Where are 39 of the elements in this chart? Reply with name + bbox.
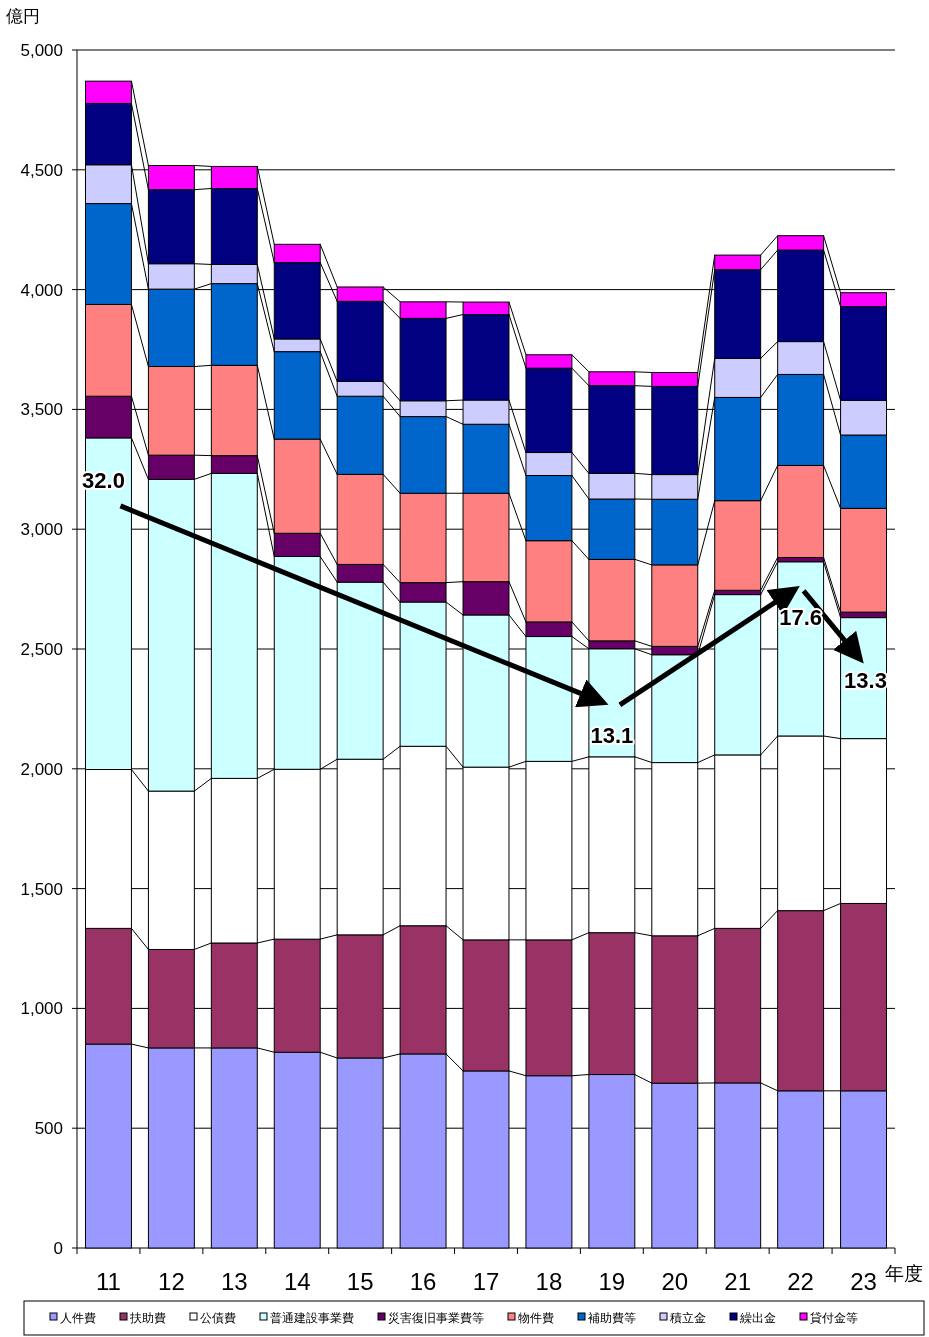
x-tick-label: 21 bbox=[724, 1268, 752, 1295]
x-tick-label: 22 bbox=[787, 1268, 814, 1295]
x-tick-label: 16 bbox=[409, 1268, 437, 1295]
legend-label: 積立金 bbox=[670, 1311, 706, 1325]
x-tick-label: 20 bbox=[661, 1268, 689, 1295]
y-tick-label: 2,500 bbox=[20, 640, 63, 659]
y-tick-label: 3,500 bbox=[20, 400, 63, 420]
legend-label: 補助費等 bbox=[588, 1311, 636, 1325]
y-tick-label: 1,000 bbox=[20, 999, 63, 1019]
annotation: 13.3 bbox=[844, 667, 887, 693]
y-tick-label: 1,500 bbox=[20, 879, 63, 899]
legend-label: 貸付金等 bbox=[810, 1311, 858, 1325]
y-tick-label: 2,000 bbox=[20, 759, 63, 779]
x-tick-label: 19 bbox=[598, 1268, 626, 1295]
legend-label: 繰出金 bbox=[739, 1311, 776, 1325]
y-tick-label: 5,000 bbox=[20, 41, 63, 60]
x-tick-label: 11 bbox=[96, 1268, 121, 1295]
annotation: 17.6 bbox=[779, 604, 823, 630]
y-axis-title: 億円 bbox=[6, 7, 40, 26]
x-tick-label: 15 bbox=[346, 1268, 374, 1295]
legend-label: 物件費 bbox=[518, 1311, 554, 1325]
x-axis-title: 年度 bbox=[885, 1263, 923, 1284]
y-tick-label: 0 bbox=[53, 1239, 63, 1258]
x-tick-label: 12 bbox=[158, 1268, 185, 1295]
legend-label: 普通建設事業費 bbox=[270, 1311, 354, 1325]
x-tick-label: 14 bbox=[283, 1268, 311, 1295]
legend-label: 公債費 bbox=[200, 1311, 236, 1325]
x-tick-label: 18 bbox=[535, 1268, 563, 1295]
x-tick-label: 17 bbox=[472, 1268, 500, 1295]
legend-label: 災害復旧事業費等 bbox=[388, 1311, 484, 1325]
x-tick-label: 23 bbox=[850, 1268, 877, 1295]
annotation: 13.1 bbox=[590, 722, 634, 748]
y-tick-label: 3,000 bbox=[20, 520, 63, 540]
y-tick-label: 4,000 bbox=[20, 280, 63, 300]
legend-label: 扶助費 bbox=[129, 1311, 166, 1325]
legend-label: 人件費 bbox=[60, 1311, 96, 1325]
y-tick-label: 500 bbox=[34, 1119, 63, 1139]
x-tick-label: 13 bbox=[220, 1268, 248, 1295]
y-tick-label: 4,500 bbox=[20, 160, 63, 180]
